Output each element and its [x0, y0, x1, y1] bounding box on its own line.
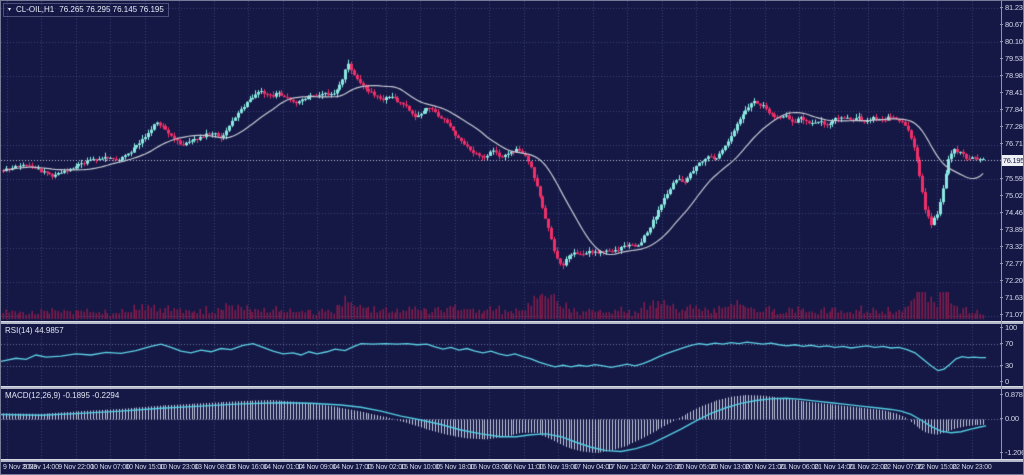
time-axis-label: 17 Nov 04:00	[573, 464, 613, 471]
price-axis-label: 72.200	[1000, 276, 1023, 285]
time-axis-label: 15 Nov 02:00	[366, 464, 406, 471]
symbol-info-bar[interactable]: ▾ CL-OIL,H1 76.265 76.295 76.145 76.195	[3, 3, 169, 17]
time-axis-label: 9 Nov 2023	[3, 464, 37, 471]
time-axis-label: 16 Nov 11:00	[504, 464, 544, 471]
rsi-axis-label: 30	[1000, 361, 1013, 370]
price-axis-label: 73.325	[1000, 242, 1023, 251]
time-axis-label: 21 Nov 22:00	[848, 464, 888, 471]
rsi-indicator-canvas[interactable]	[1, 324, 1001, 386]
time-axis-label: 13 Nov 08:00	[194, 464, 234, 471]
time-axis-label: 9 Nov 14:00	[23, 464, 59, 471]
panel-splitter[interactable]	[1, 321, 1023, 324]
current-price-tag: 76.195	[1002, 155, 1024, 166]
time-axis-label: 21 Nov 14:00	[814, 464, 854, 471]
panel-splitter[interactable]	[1, 386, 1023, 389]
price-axis-label: 75.590	[1000, 174, 1023, 183]
time-axis-label: 10 Nov 23:00	[159, 464, 199, 471]
symbol-label: CL-OIL,H1	[16, 5, 55, 14]
price-axis-label: 80.105	[1000, 37, 1023, 46]
time-axis-label: 14 Nov 17:00	[332, 464, 372, 471]
time-axis-label: 13 Nov 16:00	[228, 464, 268, 471]
price-chart-canvas[interactable]	[1, 1, 1001, 321]
time-axis-label: 14 Nov 09:00	[297, 464, 337, 471]
price-axis-label: 80.675	[1000, 20, 1023, 29]
time-axis-label: 21 Nov 06:00	[779, 464, 819, 471]
macd-indicator-canvas[interactable]	[1, 389, 1001, 459]
price-axis-border	[1001, 1, 1002, 459]
time-axis-label: 20 Nov 13:00	[710, 464, 750, 471]
time-axis-label: 20 Nov 05:00	[676, 464, 716, 471]
macd-axis-label: 0.00	[1000, 414, 1019, 423]
rsi-axis-label: 100	[1000, 323, 1017, 332]
price-axis-label: 74.465	[1000, 208, 1023, 217]
price-axis-label: 78.980	[1000, 71, 1023, 80]
price-axis-label: 71.075	[1000, 310, 1023, 319]
price-axis-label: 77.840	[1000, 105, 1023, 114]
rsi-axis-label: 0	[1000, 377, 1009, 386]
price-axis-label: 76.715	[1000, 139, 1023, 148]
panel-splitter[interactable]	[1, 459, 1023, 462]
time-axis-label: 17 Nov 20:00	[642, 464, 682, 471]
price-axis-label: 77.285	[1000, 122, 1023, 131]
rsi-axis-label: 70	[1000, 339, 1013, 348]
time-axis-label: 22 Nov 15:00	[917, 464, 957, 471]
time-axis-label: 9 Nov 22:00	[58, 464, 94, 471]
macd-axis-label: -1.2062	[999, 448, 1023, 457]
price-axis-label: 71.630	[1000, 293, 1023, 302]
time-axis-label: 22 Nov 07:00	[883, 464, 923, 471]
time-axis-label: 22 Nov 23:00	[952, 464, 992, 471]
time-axis-label: 17 Nov 12:00	[607, 464, 647, 471]
price-axis-label: 72.770	[1000, 259, 1023, 268]
time-axis-label: 10 Nov 15:00	[125, 464, 165, 471]
rsi-indicator-label: RSI(14) 44.9857	[5, 326, 64, 335]
price-axis-label: 78.410	[1000, 88, 1023, 97]
time-axis-label: 15 Nov 10:00	[400, 464, 440, 471]
price-axis-label: 73.895	[1000, 225, 1023, 234]
time-axis-label: 16 Nov 19:00	[538, 464, 578, 471]
price-axis-label: 79.535	[1000, 54, 1023, 63]
price-axis-label: 75.020	[1000, 191, 1023, 200]
time-axis-label: 14 Nov 01:00	[263, 464, 303, 471]
macd-axis-label: 0.8789	[1000, 390, 1023, 399]
time-axis-label: 16 Nov 03:00	[469, 464, 509, 471]
time-axis-label: 10 Nov 07:00	[90, 464, 130, 471]
time-axis-label: 15 Nov 18:00	[435, 464, 475, 471]
time-axis[interactable]: 9 Nov 2023 9 Nov 14:00 9 Nov 22:00 10 Nov 0…	[1, 462, 1023, 474]
time-axis-label: 20 Nov 21:00	[745, 464, 785, 471]
macd-indicator-label: MACD(12,26,9) -0.1895 -0.2294	[5, 391, 120, 400]
ohlc-values: 76.265 76.295 76.145 76.195	[59, 5, 164, 14]
price-axis-label: 81.230	[1000, 3, 1023, 12]
chevron-down-icon[interactable]: ▾	[8, 7, 12, 13]
